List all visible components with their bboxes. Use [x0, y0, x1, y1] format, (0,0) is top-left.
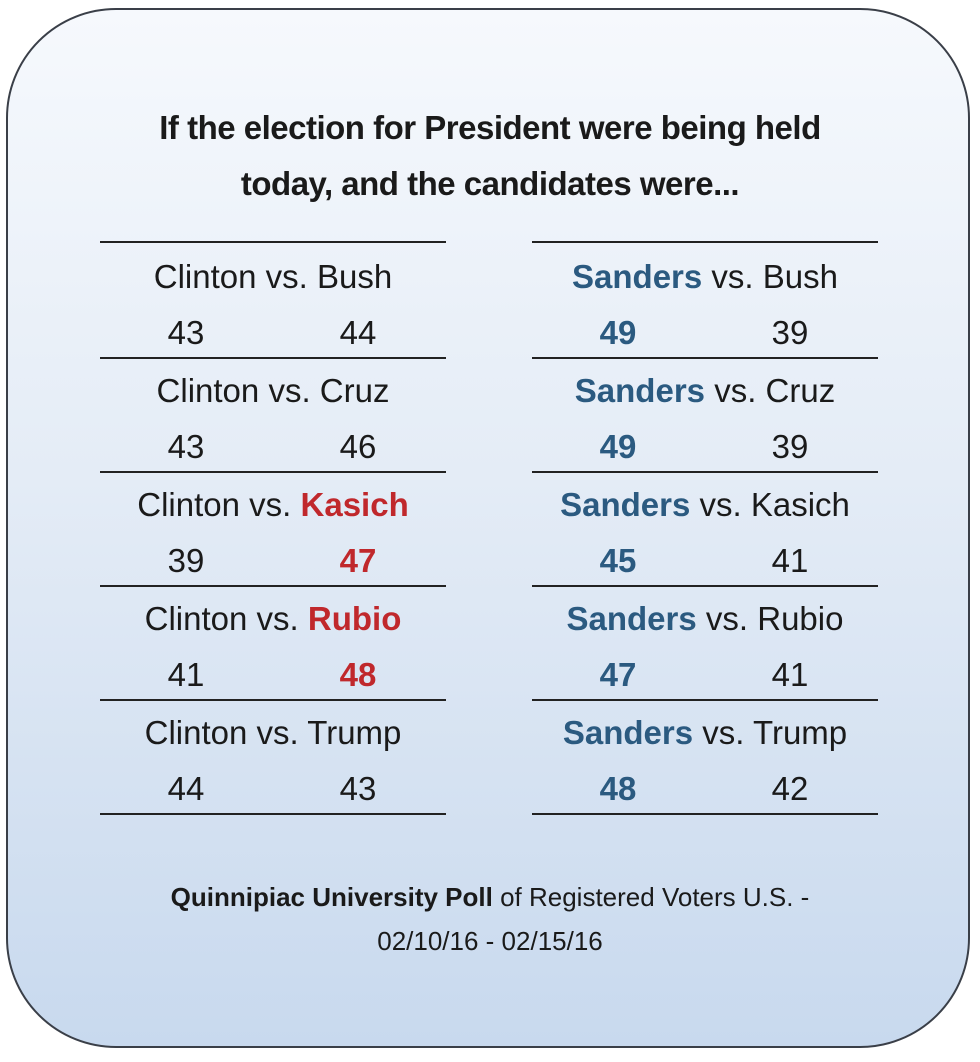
candidate-b: Cruz: [319, 372, 390, 409]
candidate-a-value: 45: [599, 542, 637, 579]
table-rule: [100, 241, 446, 243]
candidate-a: Sanders: [560, 486, 691, 523]
matchup-row: Clinton vs. Trump 44 43: [100, 699, 446, 813]
candidate-a: Clinton: [144, 714, 248, 751]
table-rule: [100, 357, 446, 359]
candidate-b-value: 44: [339, 314, 377, 351]
candidate-a-value: 43: [167, 314, 205, 351]
matchup-row: Clinton vs. Kasich 39 47: [100, 471, 446, 585]
source-pollster: Quinnipiac University Poll: [170, 882, 493, 912]
candidate-a-value: 44: [167, 770, 205, 807]
matchup-row: Sanders vs. Rubio 47 41: [532, 585, 878, 699]
candidate-b-value: 39: [771, 314, 809, 351]
candidate-b-value: 41: [771, 542, 809, 579]
versus: vs.: [265, 258, 308, 295]
candidate-b: Rubio: [307, 600, 402, 637]
candidate-b-value: 41: [771, 656, 809, 693]
source-note: Quinnipiac University Poll of Registered…: [0, 875, 980, 963]
table-rule: [532, 241, 878, 243]
matchup-row: Clinton vs. Bush 43 44: [100, 243, 446, 357]
matchup-row: Clinton vs. Cruz 43 46: [100, 357, 446, 471]
candidate-b-value: 48: [339, 656, 377, 693]
candidate-a: Sanders: [566, 600, 697, 637]
candidate-a: Sanders: [562, 714, 694, 751]
versus: vs.: [256, 714, 299, 751]
matchup-row: Sanders vs. Kasich 45 41: [532, 471, 878, 585]
candidate-a-value: 49: [599, 428, 637, 465]
candidate-a-value: 39: [167, 542, 205, 579]
versus: vs.: [705, 600, 749, 637]
title-line-2: today, and the candidates were...: [240, 165, 740, 202]
matchup-row: Sanders vs. Trump 48 42: [532, 699, 878, 813]
candidate-b: Rubio: [757, 600, 844, 637]
versus: vs.: [714, 372, 757, 409]
table-rule: [100, 585, 446, 587]
title-line-1: If the election for President were being…: [159, 109, 821, 146]
candidate-b: Cruz: [765, 372, 836, 409]
candidate-b: Kasich: [750, 486, 850, 523]
candidate-b: Bush: [317, 258, 393, 295]
table-rule: [100, 471, 446, 473]
matchup-label: Clinton vs. Rubio: [80, 599, 466, 639]
matchup-label: Clinton vs. Bush: [80, 257, 466, 297]
table-rule: [532, 471, 878, 473]
candidate-a-value: 43: [167, 428, 205, 465]
table-rule: [532, 357, 878, 359]
source-description: of Registered Voters U.S. -: [492, 882, 810, 912]
candidate-a: Clinton: [156, 372, 260, 409]
candidate-b-value: 46: [339, 428, 377, 465]
versus: vs.: [702, 714, 745, 751]
poll-card: [6, 8, 970, 1048]
candidate-a: Sanders: [572, 258, 703, 295]
table-rule: [532, 585, 878, 587]
matchup-row: Sanders vs. Bush 49 39: [532, 243, 878, 357]
matchup-row: Clinton vs. Rubio 41 48: [100, 585, 446, 699]
versus: vs.: [711, 258, 754, 295]
candidate-a: Clinton: [153, 258, 257, 295]
candidate-a-value: 49: [599, 314, 637, 351]
table-rule: [532, 813, 878, 815]
matchup-label: Sanders vs. Cruz: [512, 371, 898, 411]
matchup-row: Sanders vs. Cruz 49 39: [532, 357, 878, 471]
matchup-label: Clinton vs. Cruz: [80, 371, 466, 411]
candidate-b-value: 42: [771, 770, 809, 807]
candidate-b: Trump: [753, 714, 848, 751]
candidate-a-value: 47: [599, 656, 637, 693]
candidate-b-value: 47: [339, 542, 377, 579]
matchup-label: Sanders vs. Kasich: [512, 485, 898, 525]
candidate-a-value: 41: [167, 656, 205, 693]
candidate-b-value: 43: [339, 770, 377, 807]
candidate-a: Clinton: [137, 486, 240, 523]
matchup-label: Clinton vs. Kasich: [80, 485, 466, 525]
candidate-b: Trump: [307, 714, 402, 751]
table-rule: [100, 813, 446, 815]
versus: vs.: [249, 486, 292, 523]
table-rule: [100, 699, 446, 701]
candidate-b-value: 39: [771, 428, 809, 465]
matchup-label: Clinton vs. Trump: [80, 713, 466, 753]
candidate-b: Bush: [762, 258, 838, 295]
matchup-label: Sanders vs. Bush: [512, 257, 898, 297]
versus: vs.: [268, 372, 311, 409]
candidate-a-value: 48: [599, 770, 637, 807]
matchup-label: Sanders vs. Trump: [512, 713, 898, 753]
versus: vs.: [256, 600, 299, 637]
candidate-a: Clinton: [144, 600, 248, 637]
candidate-a: Sanders: [574, 372, 706, 409]
versus: vs.: [699, 486, 742, 523]
poll-question: If the election for President were being…: [0, 100, 980, 212]
matchup-label: Sanders vs. Rubio: [512, 599, 898, 639]
candidate-b: Kasich: [300, 486, 409, 523]
table-rule: [532, 699, 878, 701]
source-dates: 02/10/16 - 02/15/16: [377, 926, 603, 956]
